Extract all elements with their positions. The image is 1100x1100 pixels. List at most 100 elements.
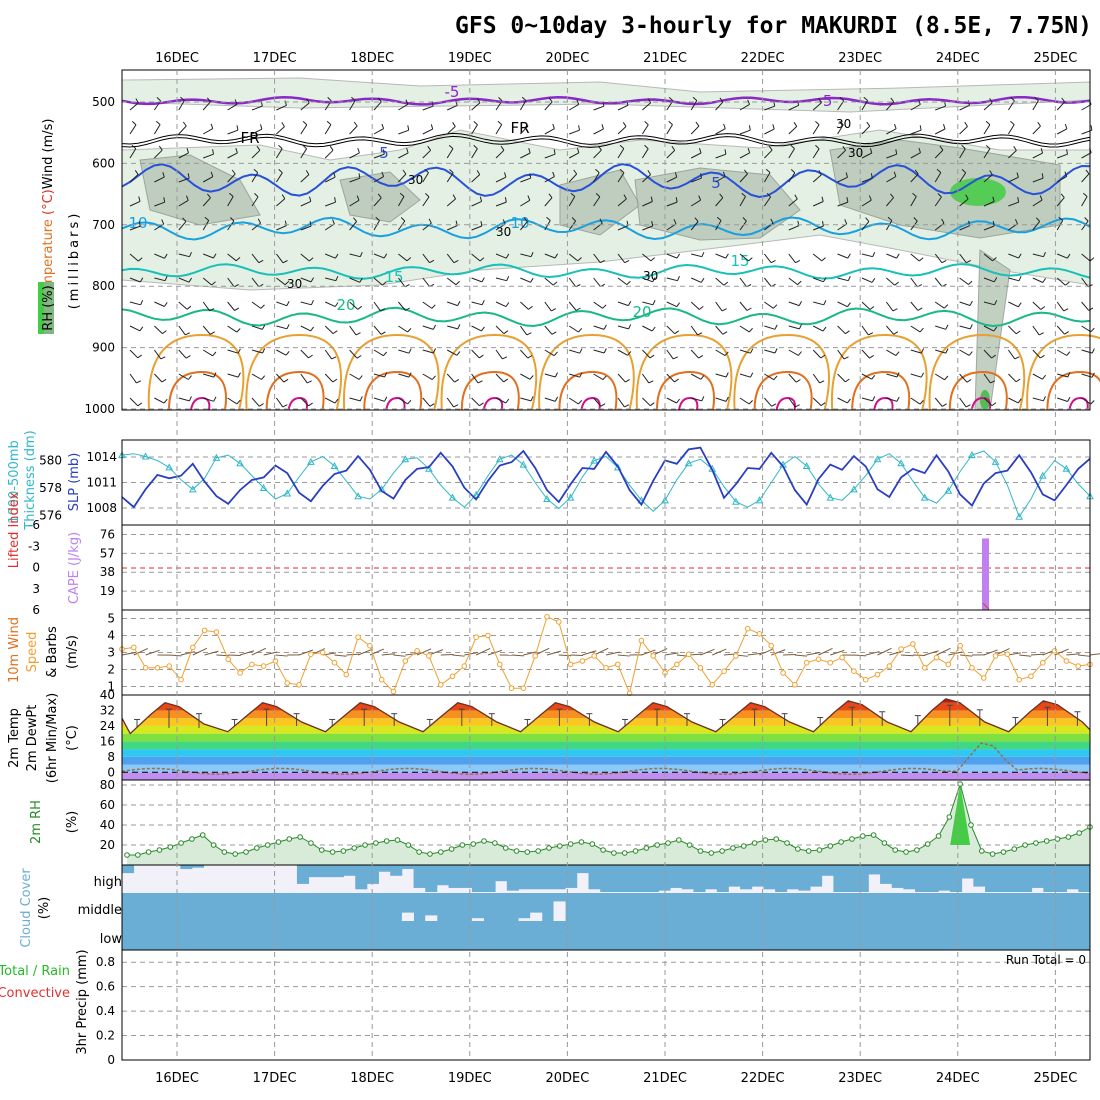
cloud-high-bar [495,865,508,882]
wind-barb [398,301,406,311]
temp-line [121,698,1091,735]
wind-barb-flag [526,332,532,336]
rh-shade-dark [139,154,261,226]
wind-barb-flag [771,403,777,407]
wind-speed-point [886,663,893,669]
wind-barb [812,373,821,384]
wind-barb-flag [815,144,820,150]
rh-point [167,844,174,850]
wind-barb-flag [1035,217,1041,222]
wind-speed-point [402,658,409,664]
wind10-barb [759,648,774,656]
wind-barb [227,253,237,262]
wind-barb [373,373,385,378]
wind-barb [325,201,336,207]
wind-barb-flag [552,171,555,177]
thickness-tick: 578 [39,481,62,495]
wind-barb [373,325,382,335]
temp-tick: 32 [100,703,115,717]
wind-barb-flag [742,217,747,222]
wind-barb [349,199,360,207]
wind-barb-flag [1085,169,1090,175]
wind-barb-flag [310,299,314,306]
wind-barb [1032,373,1043,380]
wind-barb [373,153,385,159]
wind-barb-flag [919,400,924,405]
wind-barb [276,325,288,330]
wind-barb [251,397,260,407]
wind-tick: 1 [107,680,115,694]
wind10-barb [830,649,845,656]
wind-barb-flag [384,396,388,402]
wind-barb-flag [719,97,724,103]
wind-barb-flag [961,144,966,149]
wind-barb [983,201,995,207]
wind-barb [251,349,263,354]
isotherm-label: FR [510,119,529,137]
wind-barb-flag [870,173,873,179]
wind-barb [690,325,699,336]
wind-speed-point [1075,663,1081,669]
wind-barb [617,301,629,307]
rh-point [437,849,444,855]
wind-barb [910,196,917,207]
rh-tick: 80 [100,778,115,792]
wind-barb [788,373,797,383]
cloud-middle-gap [553,901,566,921]
rh-contour-label: 30 [848,146,863,160]
rh-point [1043,838,1050,844]
wind-barb-flag [1014,219,1018,225]
wind-barb [959,349,970,356]
thickness-tick: 580 [39,454,62,468]
cloud-high-bar [985,865,998,892]
wind-barb-flag [676,302,681,307]
wind-barb-flag [966,259,972,264]
wind-speed-point [910,641,916,647]
wind-barb-flag [700,277,705,283]
wind-barb [275,253,284,264]
wind-barb [1056,301,1065,312]
wind-barb-flag [229,192,234,197]
wind-barb [983,102,993,111]
wind-barb [666,201,678,207]
wind-barb-flag [773,304,778,309]
wind-barb-flag [748,327,753,333]
cape-bar [982,538,989,610]
stability-labels: Lifted Index CAPE (J/kg) [7,491,82,604]
temp-ylabel-4: (°C) [65,725,80,751]
wind-barb-flag [672,356,678,360]
upper-y-tick: 800 [92,279,115,293]
wind-barb [154,253,165,259]
rh-point [524,849,531,855]
precip-legend-total: Total / Rain [0,964,70,979]
wind-barb-flag [644,144,649,150]
wind-barb [593,149,602,159]
wind-barb-flag [770,259,776,264]
wind-barb-flag [137,354,143,359]
wind-barb [251,301,262,309]
wind-barb-flag [209,308,215,312]
wind10-barb [180,651,195,656]
wind-barb-flag [231,169,236,175]
cloud-high-bar [600,865,613,892]
wind-barb [471,277,483,283]
wind-barb-flag [236,399,241,405]
wind-barb-flag [969,324,973,330]
wind-barb-flag [698,354,704,359]
wind-barb-flag [822,221,824,227]
wind-barb-flag [722,171,726,177]
wind-barb [300,148,308,159]
wind-barb-flag [278,144,283,150]
wind-barb-flag [552,123,555,129]
rh-point [881,840,888,846]
wind-barb [617,253,626,264]
wind-barb [300,225,312,231]
wind-barb-flag [619,144,625,149]
wind-barb-flag [675,197,678,203]
wind-barb-flag [161,219,165,225]
wind-barb-flag [213,372,217,378]
wind-barb [300,253,310,262]
rh-point [221,849,228,855]
cloud-high-bar [1031,865,1044,888]
wind-barb [715,301,723,312]
